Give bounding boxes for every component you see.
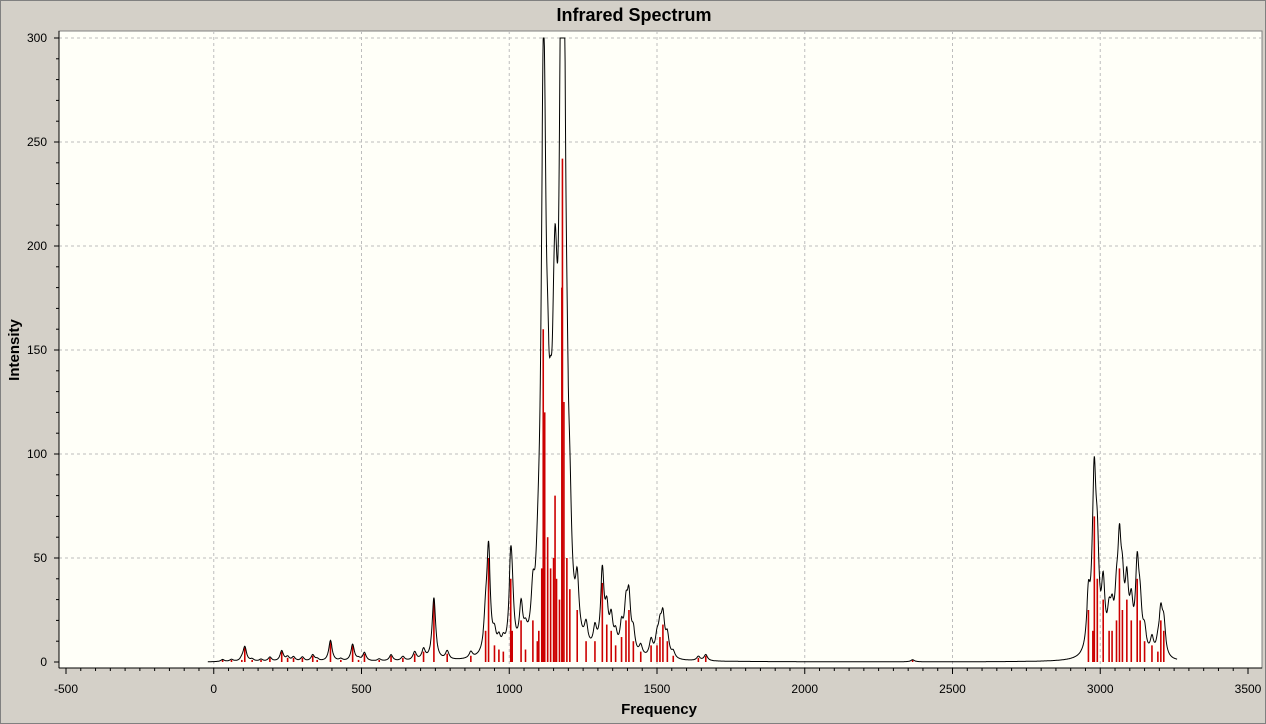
- y-tick-label: 200: [27, 239, 47, 253]
- y-tick-label: 50: [34, 551, 48, 565]
- x-tick-label: 500: [351, 682, 371, 696]
- spectrum-line: [207, 37, 1178, 663]
- y-tick-label: 150: [27, 343, 47, 357]
- grid-lines: [59, 31, 1262, 668]
- axes: [54, 31, 1262, 674]
- y-tick-label: 100: [27, 447, 47, 461]
- x-axis-title: Frequency: [621, 701, 698, 718]
- y-axis-title: Intensity: [6, 319, 23, 381]
- y-tick-label: 250: [27, 135, 47, 149]
- x-tick-label: -500: [54, 682, 78, 696]
- y-tick-label: 0: [40, 655, 47, 669]
- x-tick-label: 3500: [1235, 682, 1262, 696]
- y-tick-label: 300: [27, 31, 47, 45]
- x-tick-label: 0: [210, 682, 217, 696]
- x-tick-label: 2500: [939, 682, 966, 696]
- x-tick-label: 2000: [791, 682, 818, 696]
- x-tick-label: 3000: [1087, 682, 1114, 696]
- x-tick-label: 1500: [644, 682, 671, 696]
- x-tick-label: 1000: [496, 682, 523, 696]
- chart-title: Infrared Spectrum: [556, 5, 712, 25]
- tick-labels: -500 0 500 1000 1500 2000 2500 3000 3500 0 50 100 15…: [27, 31, 1262, 696]
- stick-series: [221, 158, 1165, 662]
